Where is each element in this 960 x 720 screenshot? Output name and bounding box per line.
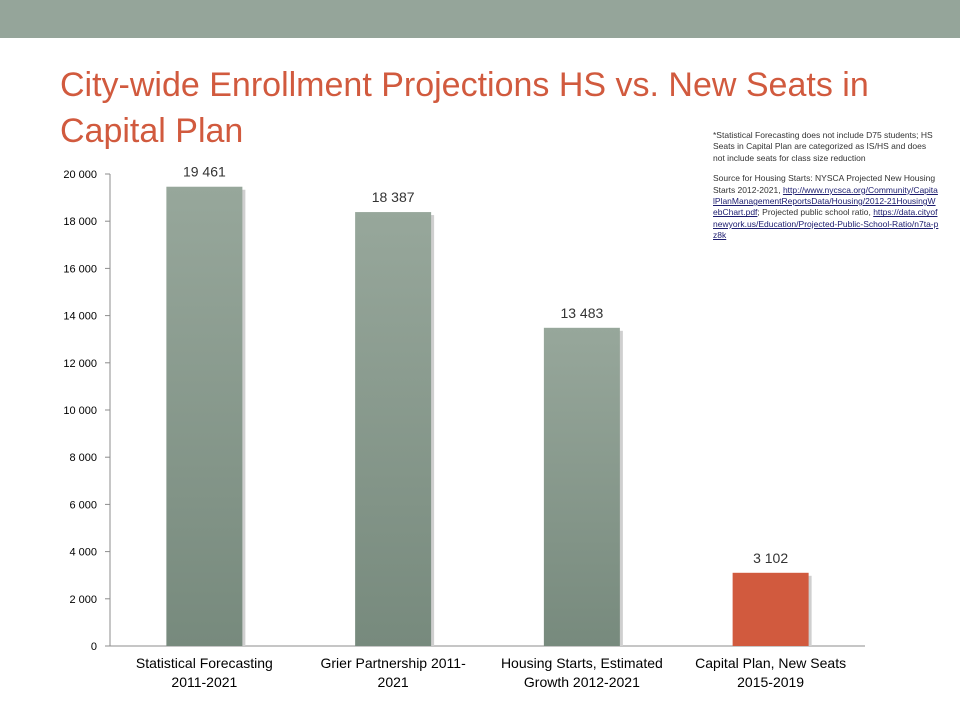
y-tick-label: 12 000 [63,358,97,370]
category-label: Housing Starts, Estimated [501,655,663,671]
y-tick-label: 6 000 [69,499,97,511]
notes-panel: *Statistical Forecasting does not includ… [713,130,939,251]
bar [355,212,432,646]
y-tick-label: 14 000 [63,311,97,323]
y-tick-label: 20 000 [63,169,97,181]
category-label: Grier Partnership 2011- [321,655,467,671]
source-prefix: Source for Housing Starts: NYSCA Project… [713,173,936,195]
source-text: Source for Housing Starts: NYSCA Project… [713,173,939,241]
ratio-source-link[interactable]: https://data.cityofnewyork.us/Education/… [713,207,939,241]
y-tick-label: 0 [91,641,97,653]
category-label: 2015-2019 [737,674,804,690]
source-middle: ; Projected public school ratio, [757,207,874,218]
category-label: 2021 [378,674,409,690]
y-tick-label: 2 000 [69,594,97,606]
housing-source-link[interactable]: http://www.nycsca.org/Community/CapitalP… [713,184,938,218]
y-tick-label: 10 000 [63,405,97,417]
bar [732,572,809,646]
y-tick-label: 18 000 [63,216,97,228]
y-tick-label: 8 000 [69,452,97,464]
bar-value-label: 13 483 [560,305,603,321]
category-label: Growth 2012-2021 [524,674,640,690]
y-tick-label: 16 000 [63,263,97,275]
note-text: *Statistical Forecasting does not includ… [713,130,933,163]
category-label: 2011-2021 [171,674,237,690]
y-axis-ticks: 0 2 000 4 000 6 000 8 000 10 000 12 000 14 000 1… [63,169,110,653]
data-labels: 19 461 18 387 13 483 3 102 [183,164,788,566]
slide-title: City-wide Enrollment Projections HS vs. … [60,66,869,150]
bar-value-label: 18 387 [372,189,415,205]
top-band [0,0,960,38]
category-label: Statistical Forecasting [136,655,273,671]
bar-value-label: 3 102 [753,550,788,566]
bar-value-label: 19 461 [183,164,226,180]
category-labels: Statistical Forecasting 2011-2021 Grier Pa… [136,655,846,690]
category-label: Capital Plan, New Seats [695,655,846,671]
bar [543,327,620,646]
bar [166,186,243,646]
bars [166,186,812,646]
y-tick-label: 4 000 [69,547,97,559]
